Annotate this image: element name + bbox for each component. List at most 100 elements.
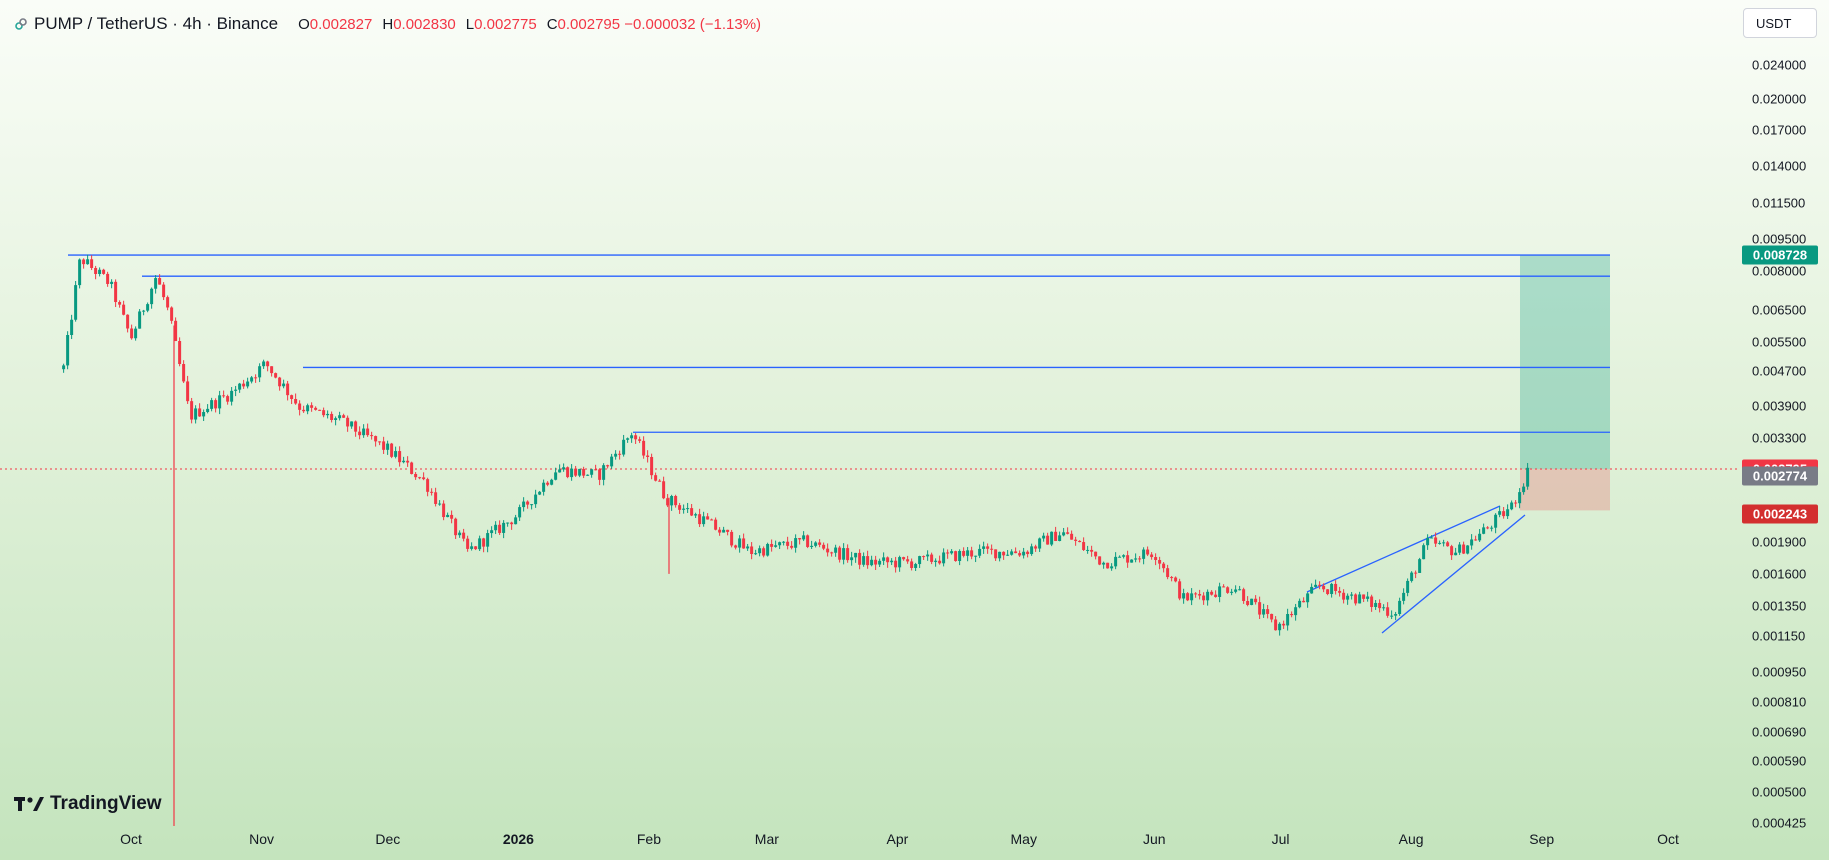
candle-body	[1010, 551, 1014, 555]
candle-body	[78, 259, 82, 286]
price-tick-label: 0.001350	[1752, 598, 1807, 614]
candle-body	[1282, 623, 1286, 626]
candle-body	[66, 335, 70, 366]
candle-body	[290, 395, 294, 399]
candle-body	[1294, 607, 1298, 616]
candle-body	[1518, 492, 1522, 504]
candle-body	[790, 545, 794, 548]
candle-body	[154, 278, 158, 289]
candle-body	[194, 408, 198, 420]
candle-body	[1218, 586, 1222, 597]
candle-body	[222, 395, 226, 397]
candle-body	[214, 400, 218, 409]
candle-body	[1110, 566, 1114, 569]
candle-body	[1150, 554, 1154, 558]
tradingview-logo[interactable]: TradingView	[14, 793, 162, 815]
candle-body	[1178, 581, 1182, 599]
candle-body	[1102, 562, 1106, 565]
link-icon[interactable]	[14, 17, 28, 31]
candle-body	[386, 443, 390, 450]
wedge-upper-line	[1306, 505, 1501, 593]
candle-body	[970, 550, 974, 557]
candle-body	[1174, 577, 1178, 582]
ohlc-open: O0.002827	[298, 15, 373, 33]
candle-body	[870, 559, 874, 566]
candle-body	[706, 516, 710, 520]
candle-body	[1502, 511, 1506, 517]
candle-body	[1386, 607, 1390, 616]
candle-body	[834, 547, 838, 553]
candle-body	[538, 491, 542, 495]
candle-body	[1082, 542, 1086, 550]
candle-body	[238, 383, 242, 390]
candle-body	[1182, 593, 1186, 599]
candle-body	[1406, 580, 1410, 593]
candle-body	[1246, 601, 1250, 605]
candle-body	[350, 421, 354, 427]
candle-body	[390, 443, 394, 457]
candle-body	[414, 473, 418, 478]
candle-body	[606, 465, 610, 467]
candle-body	[550, 479, 554, 485]
candle-body	[1358, 594, 1362, 604]
candle-body	[1190, 593, 1194, 601]
candle-body	[322, 410, 326, 416]
candle-body	[434, 492, 438, 504]
candle-body	[1362, 594, 1366, 599]
candle-body	[1494, 514, 1498, 528]
candle-body	[422, 477, 426, 480]
candle-body	[166, 297, 170, 308]
candle-body	[374, 436, 378, 442]
candle-body	[1330, 583, 1334, 595]
candle-body	[810, 545, 814, 547]
price-tick-label: 0.011500	[1752, 195, 1806, 211]
symbol-title[interactable]: PUMP / TetherUS · 4h · Binance	[34, 14, 279, 33]
candle-body	[266, 361, 270, 367]
candle-body	[1446, 542, 1450, 547]
time-tick-label: Sep	[1529, 831, 1555, 847]
candle-body	[730, 531, 734, 546]
time-tick-label: Feb	[636, 831, 661, 847]
candle-body	[286, 383, 290, 396]
candle-body	[1390, 615, 1394, 617]
candle-body	[1022, 551, 1026, 556]
candle-body	[1230, 591, 1234, 593]
candle-body	[1402, 592, 1406, 601]
candle-body	[1058, 535, 1062, 541]
candle-body	[418, 477, 422, 479]
candle-body	[1310, 586, 1314, 594]
candle-body	[1114, 556, 1118, 567]
candle-body	[694, 514, 698, 516]
candle-body	[1250, 598, 1254, 605]
candle-body	[742, 538, 746, 549]
candle-body	[466, 538, 470, 549]
candle-body	[1466, 545, 1470, 554]
wedge-lower-line	[1381, 514, 1526, 634]
price-tick-label: 0.020000	[1752, 91, 1807, 107]
candle-body	[1274, 619, 1278, 631]
candle-body	[1306, 593, 1310, 603]
candle-body	[546, 482, 550, 485]
price-tick-label: 0.000500	[1752, 784, 1807, 800]
candle-body	[270, 366, 274, 374]
candle-body	[382, 441, 386, 450]
candle-body	[1442, 542, 1446, 544]
candle-body	[890, 560, 894, 563]
candle-body	[1034, 546, 1038, 549]
candle-body	[662, 481, 666, 499]
candle-body	[838, 547, 842, 560]
candle-body	[1410, 572, 1414, 581]
candle-body	[1078, 540, 1082, 543]
candle-body	[202, 412, 206, 417]
candle-body	[130, 328, 134, 339]
currency-selector-button[interactable]: USDT	[1743, 8, 1817, 38]
candle-body	[614, 453, 618, 457]
candle-body	[98, 269, 102, 275]
candle-body	[314, 407, 318, 410]
candle-body	[458, 532, 462, 536]
candle-body	[806, 535, 810, 547]
candle-body	[346, 417, 350, 427]
time-tick-label: May	[1010, 831, 1037, 847]
